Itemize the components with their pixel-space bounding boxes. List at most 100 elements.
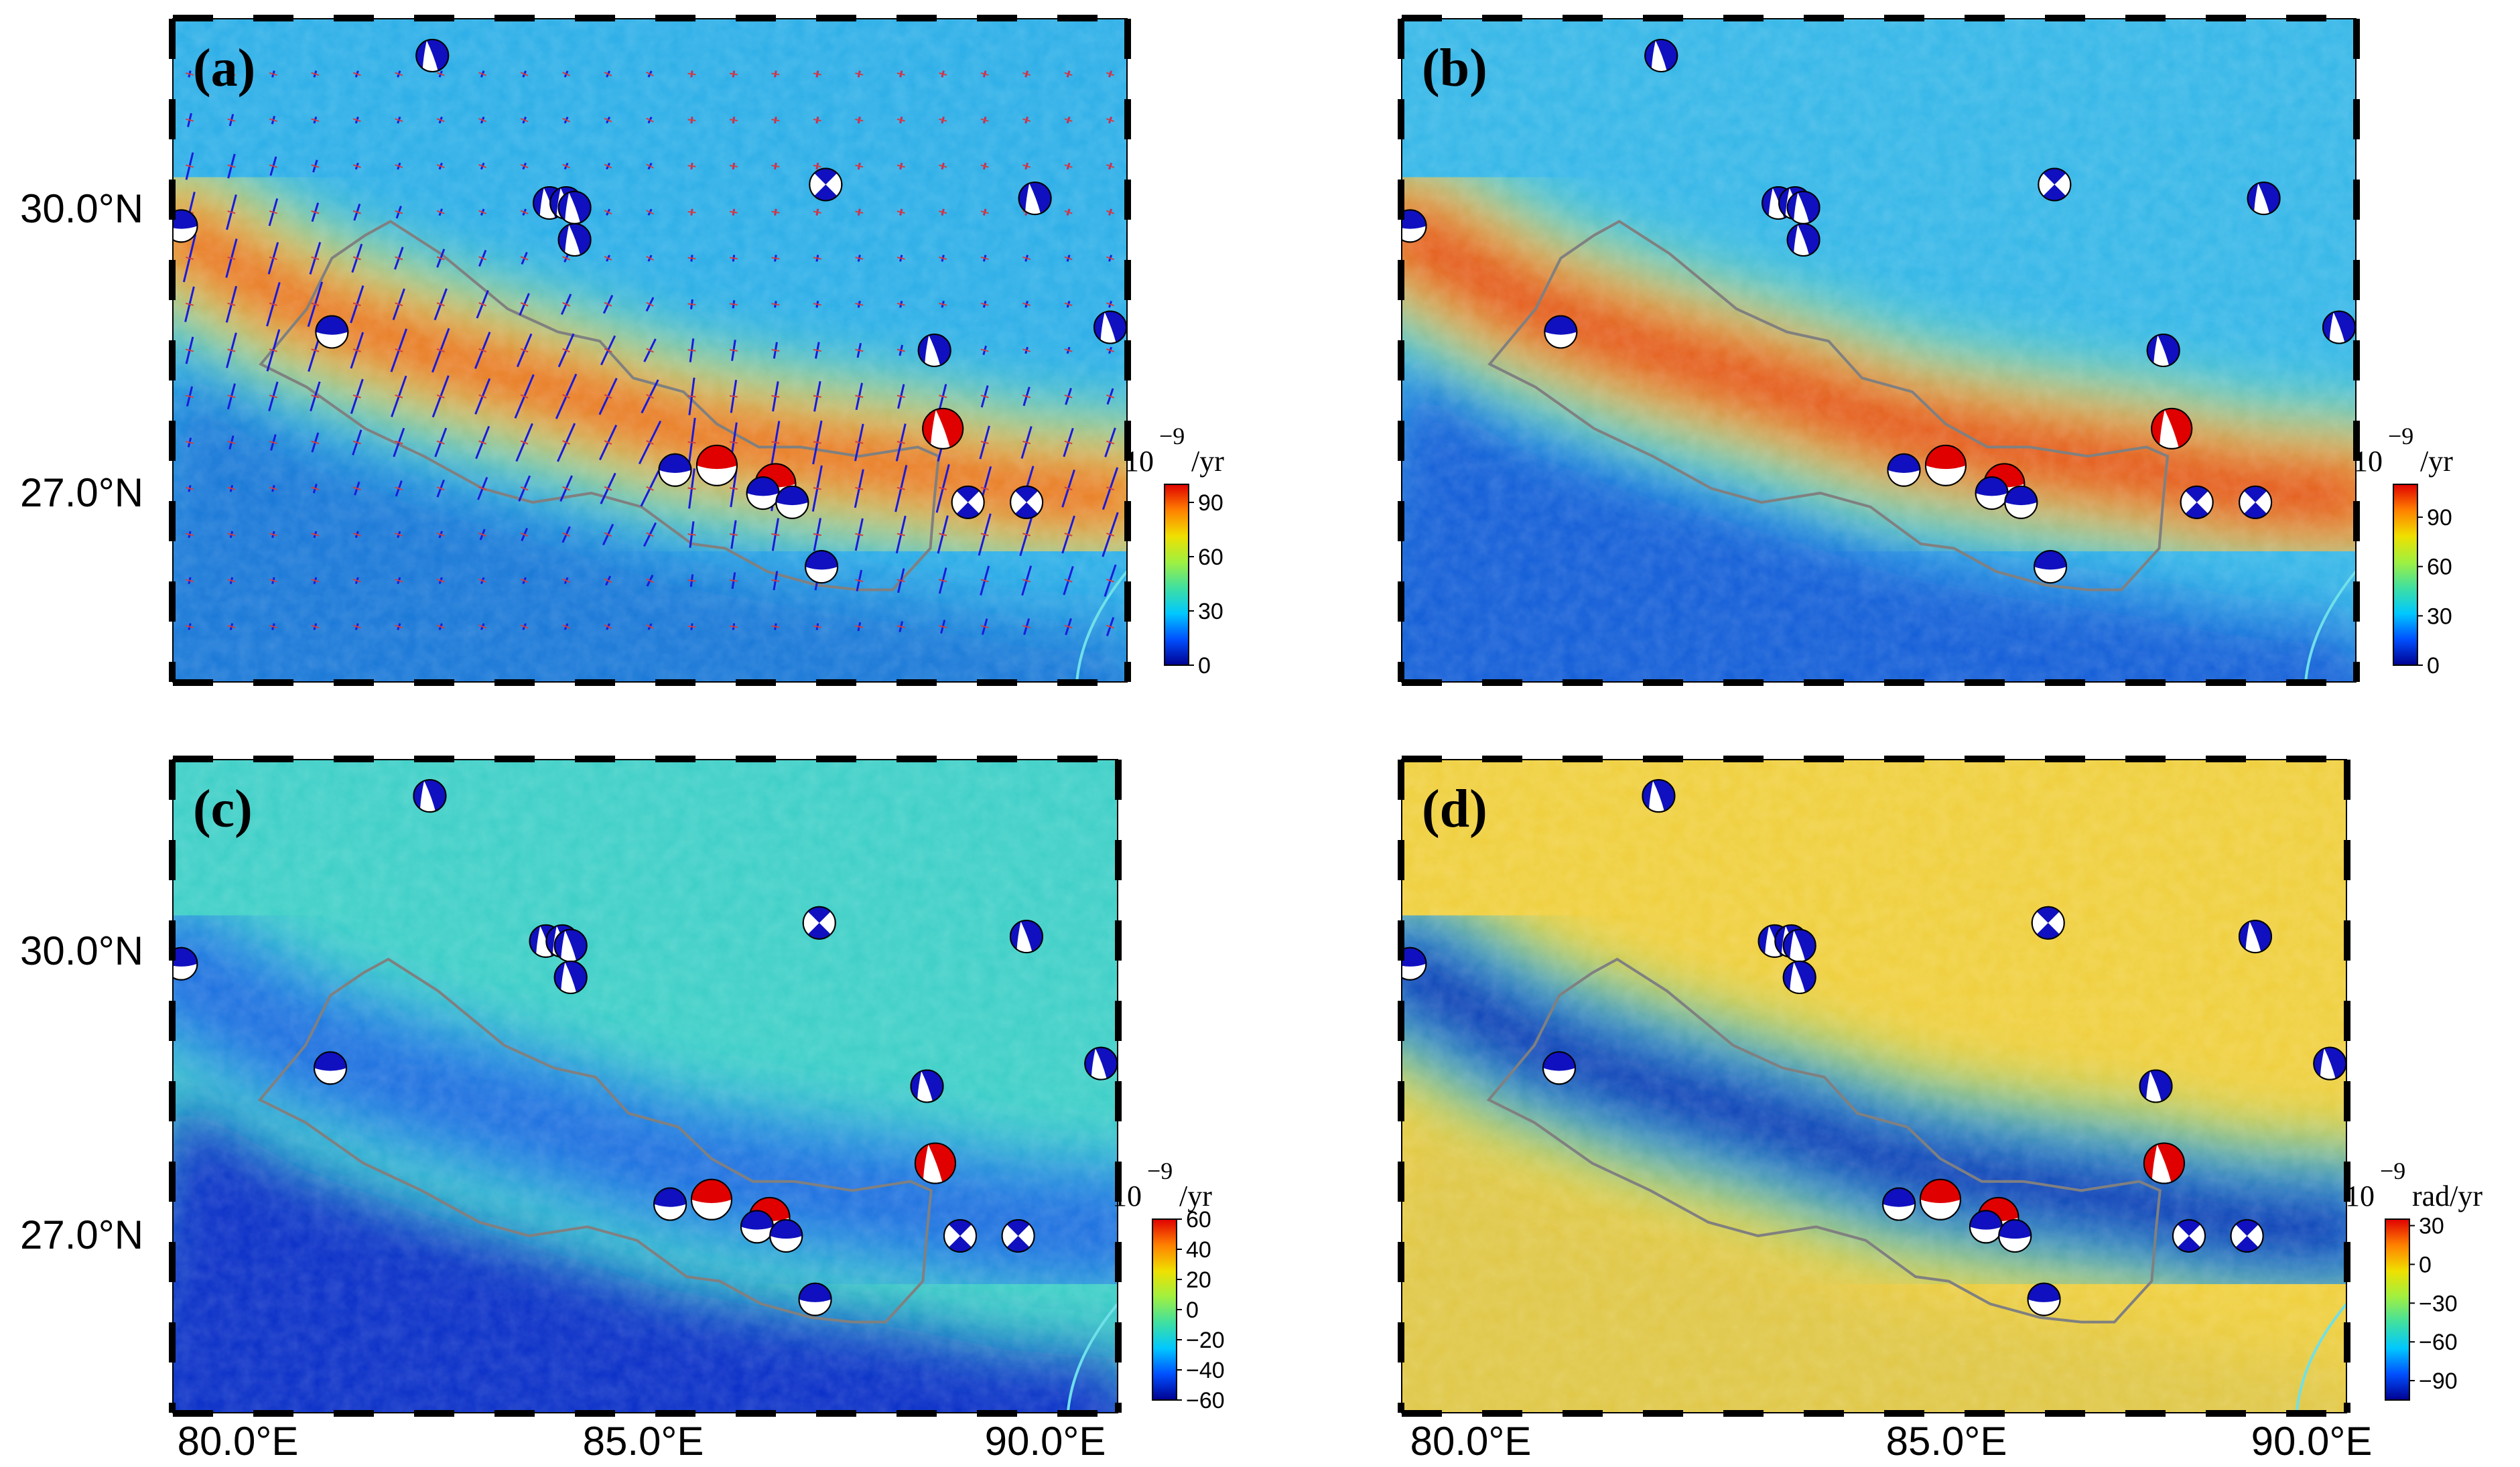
colorbar-tick-label: 30	[1198, 599, 1223, 624]
colorbar-d: 30 0 −30 −60 −90 10−9 rad/yr	[2345, 1158, 2482, 1401]
strain-arrow-tick	[436, 486, 445, 491]
strain-arrow-tick	[478, 118, 487, 123]
colorbar-tick-label: 30	[2427, 604, 2452, 629]
strain-arrow-tick	[436, 256, 445, 261]
strain-arrow-tick	[227, 210, 236, 214]
strain-arrow-tick	[855, 72, 864, 76]
strain-arrow-tick	[562, 578, 570, 583]
strain-arrow-tick	[562, 394, 570, 399]
strain-arrow-tick	[604, 117, 612, 123]
strain-arrow-tick	[352, 440, 361, 445]
strain-arrow-tick	[395, 348, 403, 352]
strain-arrow-tick	[352, 533, 361, 537]
strain-arrow-tick	[855, 119, 864, 122]
strain-arrow-tick	[478, 210, 487, 214]
focal-mechanism-beachball	[1402, 209, 1427, 243]
strain-arrow-tick	[227, 533, 236, 537]
river-trace	[1066, 1303, 1118, 1413]
strain-arrow-tick	[646, 532, 654, 537]
colorbar-unit-exponent: −9	[2380, 1158, 2405, 1184]
strain-arrow-tick	[646, 439, 654, 445]
map-frame	[1398, 756, 2350, 1417]
strain-arrow-tick	[520, 210, 529, 215]
strain-arrow-tick	[813, 395, 821, 398]
colorbar-unit-base: 10	[2353, 445, 2383, 478]
principal-strain-arrows	[182, 70, 1119, 636]
focal-mechanism-beachball	[951, 485, 985, 519]
strain-arrow-tick	[604, 486, 612, 491]
strain-arrow-tick	[436, 532, 445, 537]
strain-arrow-tick	[269, 440, 277, 445]
colorbar-tick-label: −40	[1186, 1358, 1225, 1383]
colorbar-gradient	[2393, 484, 2418, 666]
map-frame	[169, 15, 1131, 686]
strain-arrow-tick	[395, 256, 403, 261]
strain-arrow-tick	[897, 164, 905, 168]
colorbar-unit-base: 10	[1112, 1180, 1142, 1212]
strain-arrow-tick	[1064, 256, 1073, 261]
strain-arrow-tick	[771, 395, 780, 398]
strain-arrow-tick	[604, 72, 612, 76]
focal-mechanism-beachball	[1975, 476, 2009, 510]
focal-mechanism-beachball	[2027, 1282, 2061, 1316]
strain-arrow-tick	[646, 486, 654, 491]
nepal-border	[1486, 957, 2162, 1324]
strain-arrow-tick	[980, 579, 989, 583]
strain-arrow-tick	[813, 210, 821, 214]
strain-field-c	[173, 760, 1118, 1413]
strain-arrow-tick	[520, 256, 529, 261]
strain-arrow-tick	[227, 118, 236, 122]
strain-arrow-tick	[729, 625, 738, 628]
focal-mechanism-beachball	[1786, 223, 1820, 257]
strain-arrow-tick	[897, 118, 905, 122]
strain-arrow-tick	[227, 302, 236, 306]
lon-label-90-left: 90.0°E	[985, 1419, 1106, 1464]
colorbar-gradient	[2385, 1218, 2410, 1401]
colorbar-unit-base: 10	[1124, 445, 1154, 478]
focal-mechanism-beachball	[553, 961, 588, 994]
lat-label-30-bottom: 30.0°N	[20, 928, 143, 973]
strain-arrow-tick	[980, 256, 989, 261]
focal-mechanism-beachball	[775, 485, 809, 519]
panel-c-dilatation-map: (c) 60 40 20 0 −20 −40 −60 10−9/yr	[169, 756, 1225, 1417]
strain-arrow-tick	[1106, 72, 1115, 76]
strain-arrow-tick	[980, 624, 989, 629]
strain-arrow-tick	[185, 486, 194, 490]
strain-arrow-tick	[478, 440, 487, 445]
focal-mechanism-beachball	[1919, 1178, 1961, 1220]
lon-label-90-right: 90.0°E	[2251, 1419, 2373, 1464]
focal-mechanism-beachball	[1009, 920, 1043, 954]
strain-arrow-tick	[395, 118, 403, 123]
colorbar-tick-label: −30	[2419, 1291, 2458, 1316]
focal-mechanism-beachball	[2031, 906, 2065, 940]
focal-mechanism-beachball	[314, 1051, 347, 1085]
strain-field-a	[173, 19, 1127, 682]
strain-arrow-tick	[855, 257, 864, 260]
strain-arrow-tick	[939, 579, 947, 583]
strain-arrow-tick	[227, 164, 236, 168]
focal-mechanism-beachball	[922, 407, 964, 449]
strain-arrow-tick	[478, 163, 487, 169]
strain-arrow-tick	[1106, 164, 1115, 168]
lat-label-27-top: 27.0°N	[20, 470, 143, 515]
strain-arrow-tick	[646, 71, 654, 77]
colorbar-c: 60 40 20 0 −20 −40 −60 10−9/yr	[1112, 1158, 1225, 1413]
colorbar-tick-label: 0	[1186, 1298, 1199, 1323]
strain-arrow-tick	[395, 210, 403, 214]
strain-arrow-tick	[939, 395, 947, 399]
strain-arrow-tick	[604, 256, 612, 261]
strain-arrow-tick	[269, 302, 277, 306]
strain-arrow-tick	[687, 533, 696, 536]
focal-mechanism-beachball	[917, 334, 951, 367]
strain-arrow-tick	[227, 624, 236, 629]
focal-mechanism-beachball	[2146, 334, 2180, 367]
colorbar-tick-label: 60	[1198, 545, 1223, 570]
strain-arrow-tick	[562, 256, 570, 261]
strain-arrow-tick	[980, 486, 989, 490]
focal-mechanism-beachball	[805, 550, 839, 584]
strain-arrow-tick	[1064, 72, 1073, 76]
strain-arrow-tick	[729, 441, 738, 444]
focal-mechanism-beachball	[2151, 407, 2193, 449]
colorbar-tick-label: 90	[1198, 490, 1223, 516]
strain-arrow-tick	[729, 579, 738, 582]
